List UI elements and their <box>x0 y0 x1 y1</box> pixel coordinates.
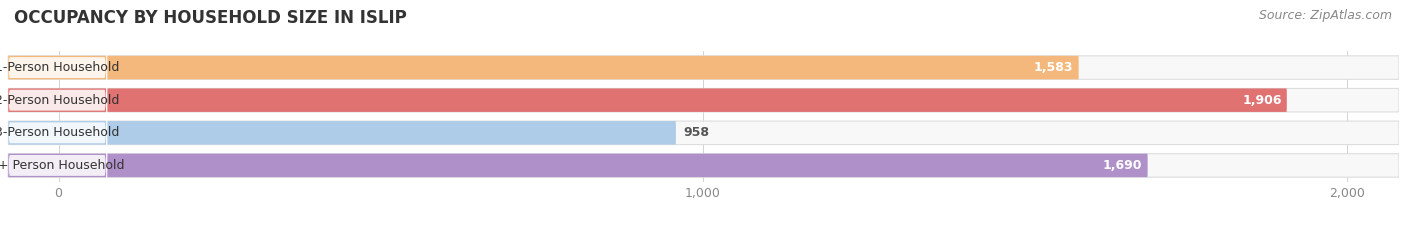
Text: 4+ Person Household: 4+ Person Household <box>0 159 125 172</box>
FancyBboxPatch shape <box>7 89 1399 112</box>
FancyBboxPatch shape <box>7 0 107 220</box>
FancyBboxPatch shape <box>7 56 1399 79</box>
Text: 958: 958 <box>683 126 710 139</box>
FancyBboxPatch shape <box>7 121 676 144</box>
Text: 1,583: 1,583 <box>1033 61 1074 74</box>
Text: Source: ZipAtlas.com: Source: ZipAtlas.com <box>1258 9 1392 22</box>
Text: OCCUPANCY BY HOUSEHOLD SIZE IN ISLIP: OCCUPANCY BY HOUSEHOLD SIZE IN ISLIP <box>14 9 406 27</box>
FancyBboxPatch shape <box>7 154 1399 177</box>
Text: 1,690: 1,690 <box>1102 159 1143 172</box>
Text: 1-Person Household: 1-Person Household <box>0 61 120 74</box>
Text: 2-Person Household: 2-Person Household <box>0 94 120 107</box>
FancyBboxPatch shape <box>7 154 1147 177</box>
FancyBboxPatch shape <box>7 89 1286 112</box>
FancyBboxPatch shape <box>7 13 107 233</box>
FancyBboxPatch shape <box>7 121 1399 144</box>
FancyBboxPatch shape <box>7 0 107 188</box>
Text: 3-Person Household: 3-Person Household <box>0 126 120 139</box>
Text: 1,906: 1,906 <box>1241 94 1282 107</box>
FancyBboxPatch shape <box>7 56 1078 79</box>
FancyBboxPatch shape <box>7 45 107 233</box>
